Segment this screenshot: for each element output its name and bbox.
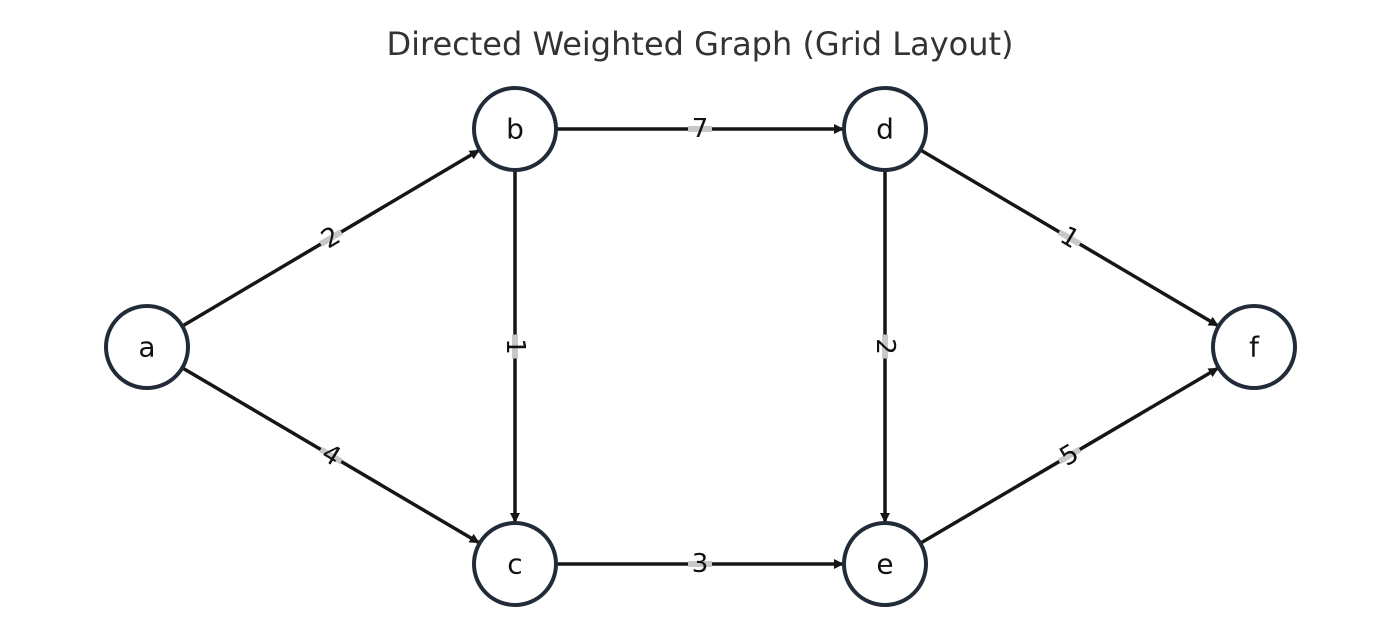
edge-weight-background bbox=[319, 229, 343, 247]
edge-weight-text: 4 bbox=[316, 438, 345, 472]
edge-weight-text: 2 bbox=[870, 338, 900, 355]
node-label: a bbox=[138, 331, 155, 364]
edge-weight-b-d: 7 bbox=[688, 114, 712, 144]
edge-weight-text: 1 bbox=[1055, 221, 1085, 255]
edge-weight-text: 7 bbox=[692, 114, 709, 144]
node-a: a bbox=[104, 304, 190, 390]
edge-weight-a-c: 4 bbox=[316, 438, 345, 472]
node-circle bbox=[842, 86, 928, 172]
node-label: e bbox=[876, 548, 893, 581]
edge-weight-background bbox=[1057, 229, 1082, 247]
node-f: f bbox=[1211, 304, 1297, 390]
node-c: c bbox=[472, 521, 558, 607]
node-b: b bbox=[472, 86, 558, 172]
edge-weight-d-e: 2 bbox=[870, 334, 900, 359]
edges-layer bbox=[181, 124, 1219, 569]
node-circle bbox=[472, 86, 558, 172]
node-label: d bbox=[876, 113, 894, 146]
node-label: f bbox=[1249, 331, 1260, 364]
node-d: d bbox=[842, 86, 928, 172]
edge-weight-b-c: 1 bbox=[500, 334, 530, 359]
edge-labels-layer: 2 4 7 1 3 2 1 5 bbox=[316, 114, 1085, 579]
edge-weight-e-f: 5 bbox=[1055, 438, 1084, 472]
node-circle bbox=[1211, 304, 1297, 390]
edge-weight-text: 5 bbox=[1055, 438, 1084, 472]
edge-weight-text: 3 bbox=[692, 549, 709, 579]
edge-weight-background bbox=[512, 334, 518, 359]
edge-weight-c-e: 3 bbox=[688, 549, 712, 579]
edge-weight-text: 1 bbox=[500, 338, 530, 355]
node-label: c bbox=[507, 548, 522, 581]
node-circle bbox=[472, 521, 558, 607]
node-circle bbox=[104, 304, 190, 390]
edge-weight-text: 2 bbox=[316, 221, 346, 255]
edge-weight-background bbox=[1057, 446, 1082, 465]
edge-weight-background bbox=[319, 446, 343, 465]
diagram-title: Directed Weighted Graph (Grid Layout) bbox=[386, 25, 1014, 63]
edge-weight-a-b: 2 bbox=[316, 221, 346, 255]
node-label: b bbox=[506, 113, 524, 146]
edge-weight-background bbox=[688, 126, 712, 132]
node-circle bbox=[842, 521, 928, 607]
nodes-layer: a b c d e f bbox=[104, 86, 1297, 607]
node-e: e bbox=[842, 521, 928, 607]
edge-weight-background bbox=[688, 561, 712, 567]
edge-weight-d-f: 1 bbox=[1055, 221, 1085, 255]
edge-weight-background bbox=[882, 334, 888, 359]
